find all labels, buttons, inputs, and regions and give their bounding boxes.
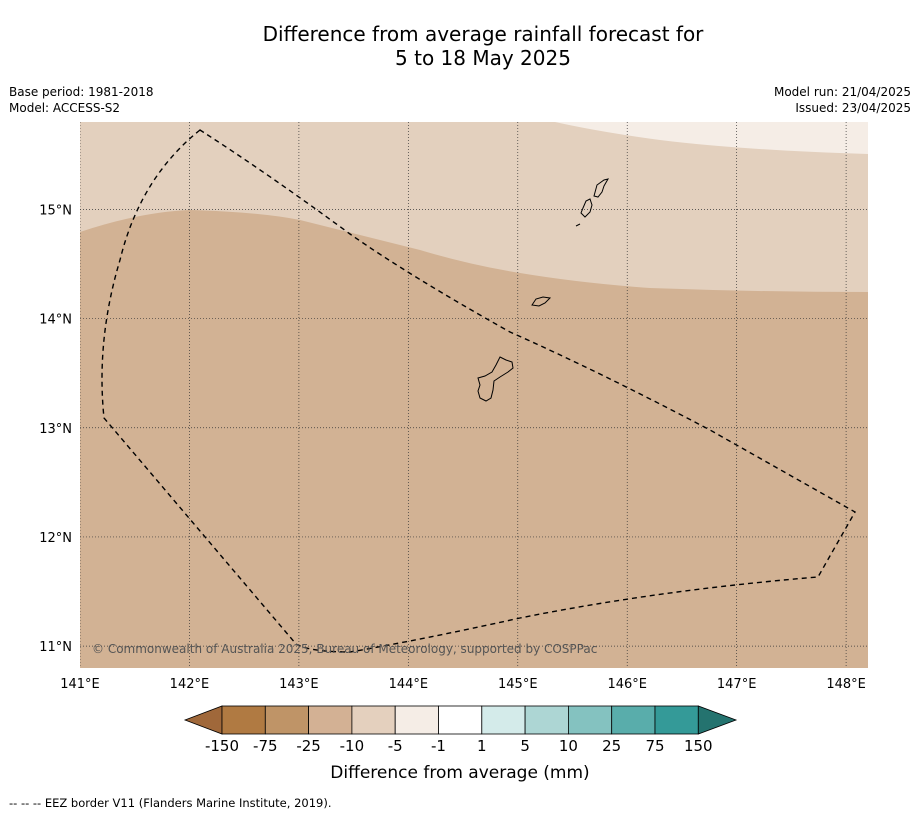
- meta-left: Base period: 1981-2018 Model: ACCESS-S2: [9, 84, 154, 116]
- lat-tick-label: 15°N: [39, 203, 72, 218]
- eez-border: [101, 129, 856, 653]
- lon-tick-label: 146°E: [607, 677, 647, 692]
- island-rota: [531, 296, 552, 307]
- meta-right: Model run: 21/04/2025 Issued: 23/04/2025: [774, 84, 911, 116]
- lon-tick-label: 145°E: [498, 677, 538, 692]
- colorbar-extend-low: [183, 705, 223, 735]
- chart-title: Difference from average rainfall forecas…: [0, 22, 919, 70]
- lon-tick-label: 144°E: [389, 677, 429, 692]
- base-period: Base period: 1981-2018: [9, 85, 154, 99]
- colorbar-tick-label: 5: [520, 737, 530, 755]
- rainfall-band-minus-1: [555, 122, 868, 154]
- gridlines: [80, 122, 868, 668]
- title-line-2: 5 to 18 May 2025: [395, 46, 571, 70]
- colorbar-labels: -150 -75 -25 -10 -5 -1 1 5 10 25 75 150: [205, 737, 713, 755]
- longitude-tick-labels: 141°E 142°E 143°E 144°E 145°E 146°E 147°E 148°E: [60, 677, 866, 692]
- lon-tick-label: 148°E: [826, 677, 866, 692]
- colorbar-tick-label: 1: [477, 737, 487, 755]
- colorbar-tick-label: -150: [205, 737, 239, 755]
- model-name: Model: ACCESS-S2: [9, 101, 121, 115]
- lat-tick-label: 11°N: [39, 640, 72, 655]
- colorbar-tick-label: 10: [559, 737, 578, 755]
- colorbar: [183, 705, 738, 735]
- eez-legend-note: -- -- -- EEZ border V11 (Flanders Marine…: [9, 796, 332, 810]
- lat-tick-label: 12°N: [39, 531, 72, 546]
- colorbar-segment: [264, 705, 309, 735]
- lon-tick-label: 142°E: [170, 677, 210, 692]
- colorbar-tick-label: -10: [340, 737, 365, 755]
- islands: [477, 178, 610, 402]
- island-tinian: [580, 198, 593, 218]
- island-saipan: [593, 178, 610, 198]
- colorbar-tick-label: -5: [388, 737, 403, 755]
- lat-tick-label: 13°N: [39, 422, 72, 437]
- colorbar-segment: [351, 705, 396, 735]
- lat-tick-label: 14°N: [39, 313, 72, 328]
- colorbar-tick-label: 150: [684, 737, 713, 755]
- colorbar-segment: [481, 705, 526, 735]
- colorbar-segment: [438, 705, 483, 735]
- island-aguijan: [575, 223, 581, 227]
- title-line-1: Difference from average rainfall forecas…: [262, 22, 704, 46]
- model-run: Model run: 21/04/2025: [773, 85, 911, 99]
- lon-tick-label: 147°E: [717, 677, 757, 692]
- colorbar-title: Difference from average (mm): [330, 763, 589, 783]
- colorbar-tick-label: -1: [431, 737, 446, 755]
- lon-tick-label: 141°E: [60, 677, 100, 692]
- colorbar-segment: [568, 705, 613, 735]
- island-guam: [477, 356, 514, 402]
- colorbar-segment: [524, 705, 569, 735]
- copyright-notice: © Commonwealth of Australia 2025, Bureau…: [92, 642, 597, 656]
- rainfall-field: [80, 122, 868, 668]
- colorbar-segment: [308, 705, 353, 735]
- colorbar-segment: [221, 705, 266, 735]
- colorbar-segment: [611, 705, 656, 735]
- colorbar-segment: [654, 705, 699, 735]
- colorbar-tick-label: -75: [253, 737, 278, 755]
- colorbar-tick-label: 25: [602, 737, 621, 755]
- lon-tick-label: 143°E: [279, 677, 319, 692]
- colorbar-tick-label: -25: [296, 737, 321, 755]
- colorbar-extend-high: [697, 705, 738, 735]
- colorbar-tick-label: 75: [645, 737, 664, 755]
- colorbar-segment: [394, 705, 439, 735]
- issued-date: Issued: 23/04/2025: [795, 101, 911, 115]
- latitude-tick-labels: 11°N 12°N 13°N 14°N 15°N: [39, 203, 72, 655]
- rainfall-band-minus-5: [80, 122, 868, 292]
